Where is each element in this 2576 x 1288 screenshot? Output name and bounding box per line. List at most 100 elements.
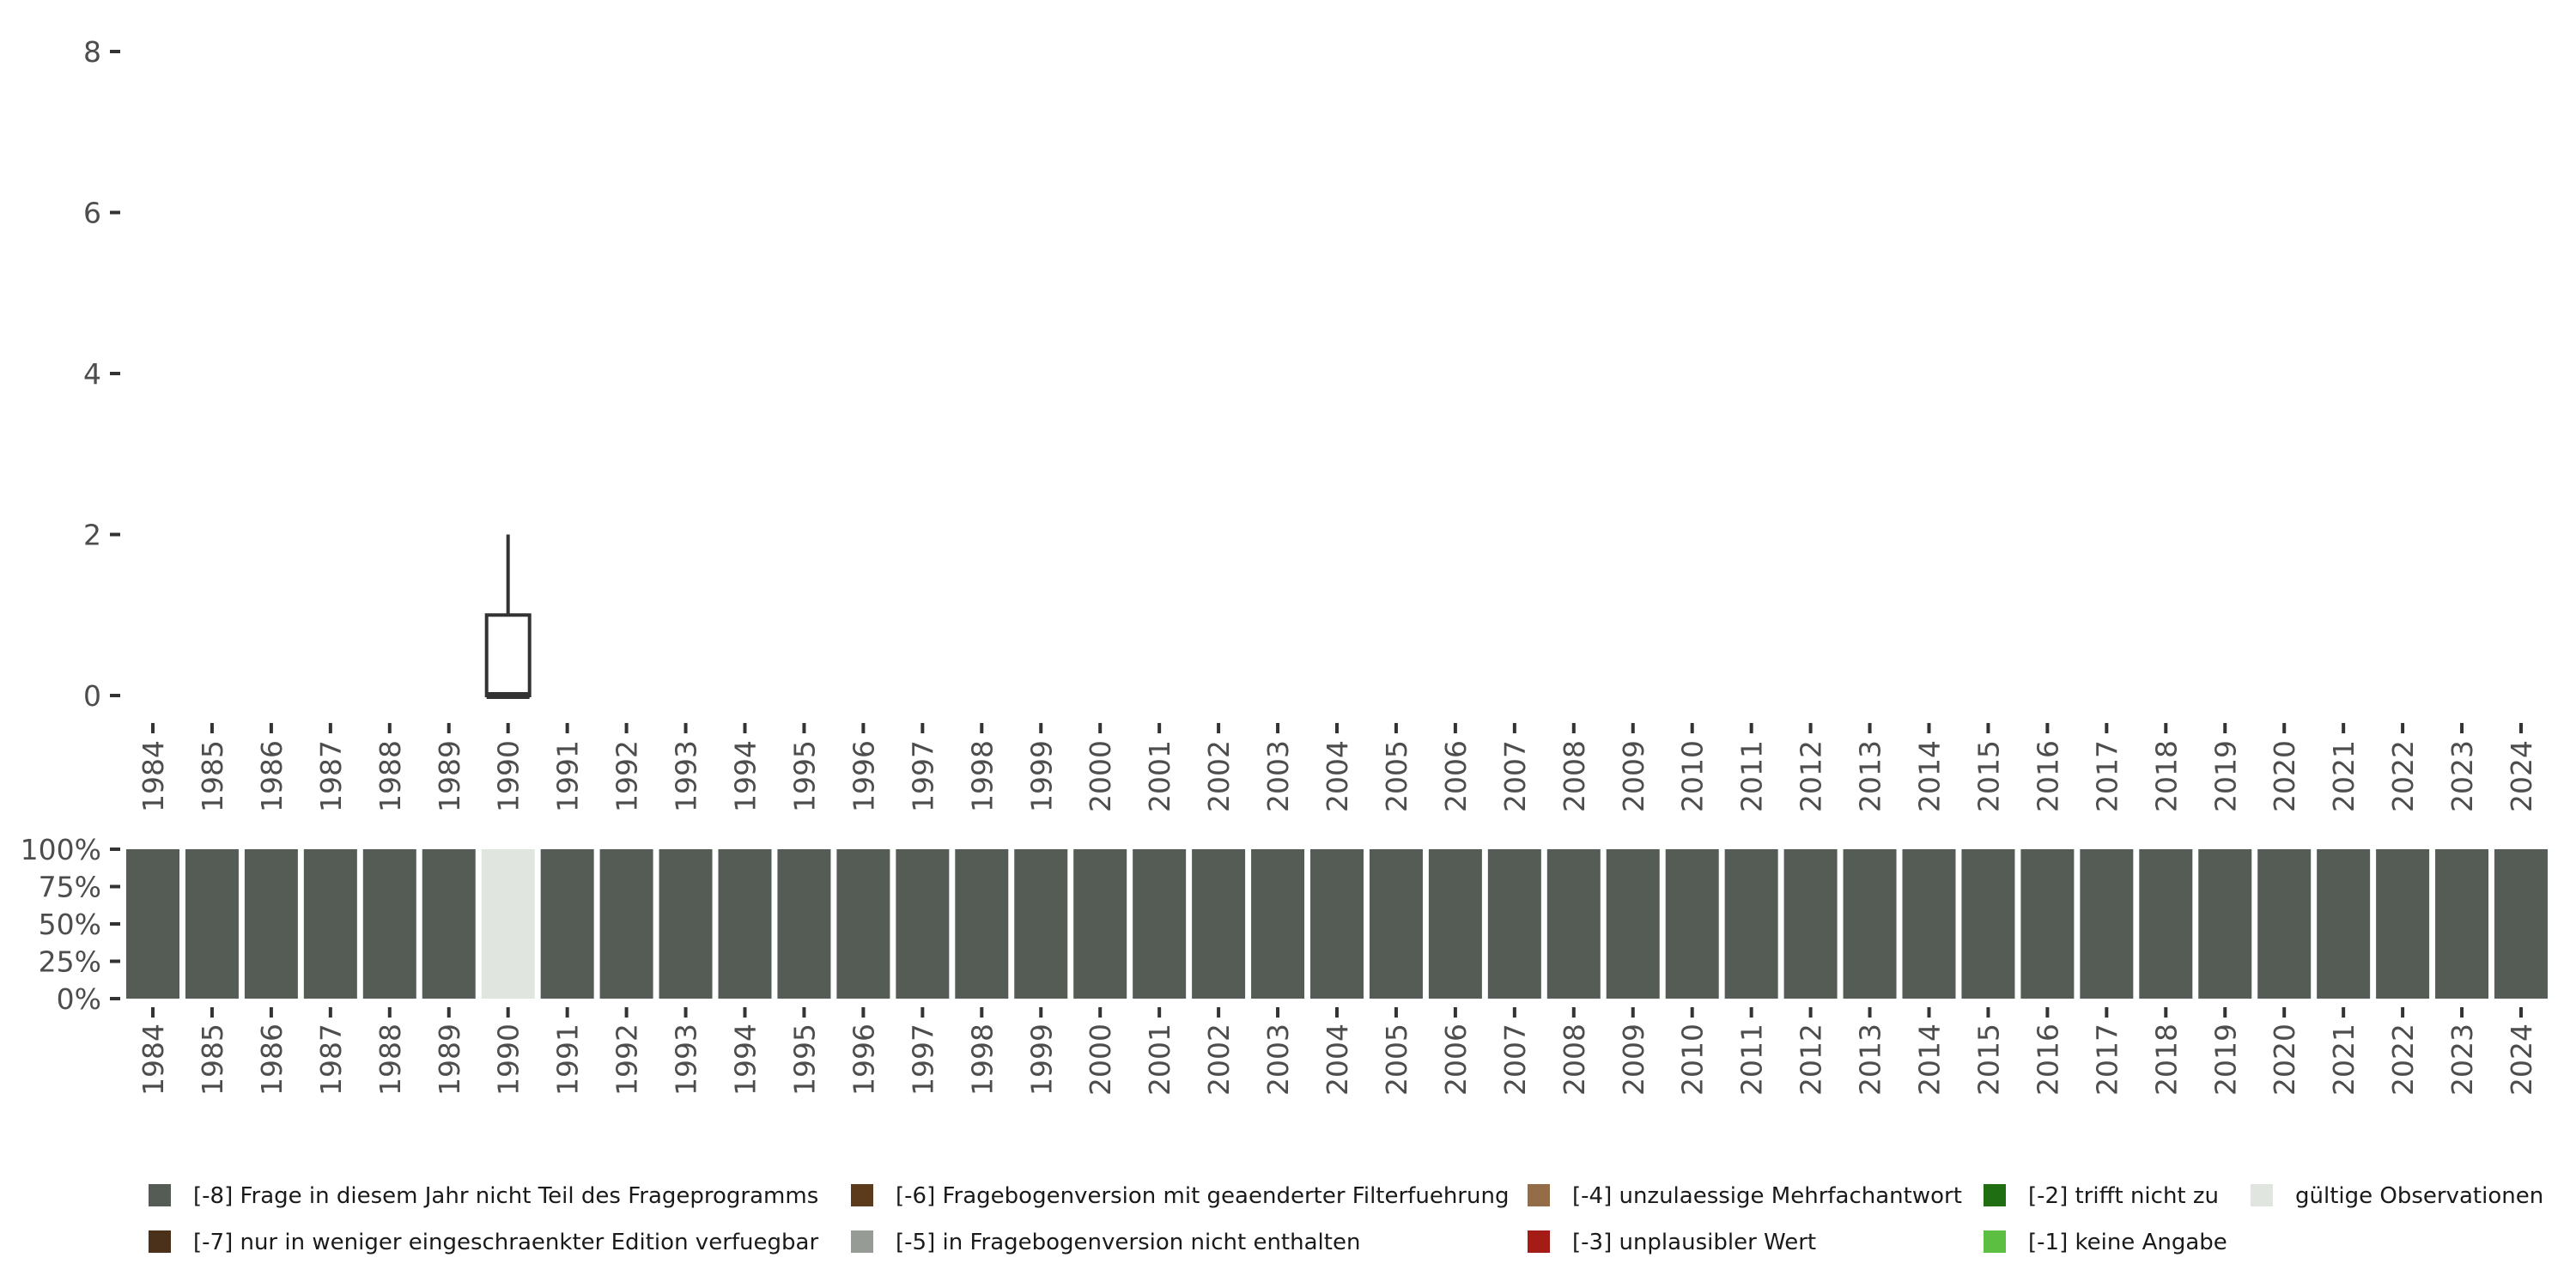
legend-item: [-8] Frage in diesem Jahr nicht Teil des…: [149, 1183, 818, 1209]
y-tick-label: 0%: [57, 982, 101, 1016]
x-tick-label: 2001: [1143, 1024, 1176, 1096]
bar-2019: [2198, 849, 2252, 999]
x-tick-label: 1995: [787, 1024, 821, 1096]
y-tick-label: 8: [83, 35, 101, 69]
bar-2023: [2435, 849, 2489, 999]
legend-label: [-8] Frage in diesem Jahr nicht Teil des…: [193, 1183, 818, 1209]
x-tick-label: 2004: [1321, 1024, 1354, 1096]
x-tick-label: 2007: [1498, 1024, 1532, 1096]
x-tick-label: 1987: [314, 740, 348, 812]
legend-item: gültige Observationen: [2251, 1183, 2543, 1209]
bar-2011: [1724, 849, 1778, 999]
y-tick-label: 6: [83, 197, 101, 230]
x-tick-label: 2018: [2149, 1024, 2183, 1096]
x-tick-label: 2002: [1202, 1024, 1236, 1096]
legend-label: [-6] Fragebogenversion mit geaenderter F…: [896, 1183, 1509, 1209]
x-tick-label: 2002: [1202, 740, 1236, 812]
boxplot-panel: 0 2 4 6 8 1984 1985 1986 1987 1988 1989 1990 1991 199…: [83, 35, 2538, 812]
x-tick-label: 2013: [1854, 1024, 1887, 1096]
x-tick-label: 2024: [2505, 740, 2538, 812]
x-tick-label: 2014: [1913, 740, 1947, 812]
legend-item: [-7] nur in weniger eingeschraenkter Edi…: [149, 1230, 818, 1255]
x-tick-label: 2020: [2268, 740, 2301, 812]
x-tick-label: 1997: [906, 740, 939, 812]
legend-swatch: [2251, 1184, 2273, 1206]
legend-item: [-5] in Fragebogenversion nicht enthalte…: [851, 1230, 1360, 1255]
x-tick-label: 2011: [1735, 1024, 1769, 1096]
x-tick-label: 2010: [1676, 740, 1710, 812]
bar-2006: [1428, 849, 1482, 999]
x-tick-label: 1989: [433, 1024, 466, 1096]
bar-2008: [1546, 849, 1601, 999]
y-tick-label: 50%: [39, 908, 101, 941]
x-tick-label: 1984: [137, 740, 170, 812]
bar-2001: [1133, 849, 1187, 999]
x-tick-label: 2004: [1321, 740, 1354, 812]
x-tick-label: 2014: [1913, 1024, 1947, 1096]
legend-swatch: [1984, 1184, 2006, 1206]
x-tick-label: 2009: [1617, 740, 1650, 812]
x-tick-label: 1990: [492, 740, 526, 812]
bar-2020: [2257, 849, 2312, 999]
bar-1994: [718, 849, 772, 999]
x-tick-label: 1996: [847, 1024, 880, 1096]
x-tick-label: 2009: [1617, 1024, 1650, 1096]
x-tick-label: 1991: [551, 1024, 585, 1096]
x-tick-label: 2013: [1854, 740, 1887, 812]
y-tick-label: 4: [83, 357, 101, 391]
bar-1991: [540, 849, 594, 999]
x-tick-label: 2007: [1498, 740, 1532, 812]
x-tick-label: 2011: [1735, 740, 1769, 812]
x-tick-label: 1988: [374, 1024, 407, 1096]
x-tick-label: 1994: [729, 1024, 762, 1096]
legend-swatch: [851, 1230, 873, 1253]
x-tick-label: 2015: [1971, 740, 2005, 812]
x-tick-label: 1991: [551, 740, 585, 812]
y-tick-label: 0: [83, 679, 101, 713]
bar-2015: [1961, 849, 2015, 999]
box-body: [484, 613, 532, 697]
x-tick-label: 1994: [729, 740, 762, 812]
x-tick-label: 1990: [492, 1024, 526, 1096]
bar-2003: [1251, 849, 1305, 999]
legend-label: [-4] unzulaessige Mehrfachantwort: [1572, 1183, 1962, 1209]
y-tick-label: 25%: [39, 945, 101, 979]
x-tick-label: 1985: [196, 1024, 229, 1096]
x-tick-label: 2015: [1971, 1024, 2005, 1096]
bar-2005: [1369, 849, 1423, 999]
legend-label: [-3] unplausibler Wert: [1572, 1230, 1816, 1255]
bar-1985: [185, 849, 239, 999]
bar-1990: [481, 849, 535, 999]
x-tick-label: 2020: [2268, 1024, 2301, 1096]
y-tick-label: 2: [83, 519, 101, 552]
bar-2007: [1487, 849, 1541, 999]
x-tick-label: 1987: [314, 1024, 348, 1096]
bar-1996: [836, 849, 890, 999]
bar-2022: [2376, 849, 2430, 999]
legend-label: [-2] trifft nicht zu: [2028, 1183, 2219, 1209]
x-tick-label: 2012: [1795, 740, 1828, 812]
legend-label: [-1] keine Angabe: [2028, 1230, 2227, 1255]
x-tick-label: 2012: [1795, 1024, 1828, 1096]
x-tick-label: 2016: [2031, 1024, 2064, 1096]
x-tick-label: 2000: [1084, 1024, 1117, 1096]
x-tick-label: 2017: [2090, 1024, 2123, 1096]
x-tick-label: 2023: [2445, 740, 2479, 812]
x-tick-label: 1995: [787, 740, 821, 812]
x-tick-label: 2019: [2208, 1024, 2242, 1096]
x-tick-label: 2003: [1261, 740, 1295, 812]
bar-2021: [2317, 849, 2371, 999]
x-tick-label: 1985: [196, 740, 229, 812]
legend-item: [-4] unzulaessige Mehrfachantwort: [1528, 1183, 1962, 1209]
bar-1989: [422, 849, 476, 999]
bar-1995: [777, 849, 831, 999]
x-tick-label: 1997: [906, 1024, 939, 1096]
legend-item: [-3] unplausibler Wert: [1528, 1230, 1816, 1255]
legend-swatch: [1984, 1230, 2006, 1253]
x-tick-label: 2010: [1676, 1024, 1710, 1096]
y-tick-label: 100%: [21, 833, 101, 866]
bar-2009: [1606, 849, 1660, 999]
bar-2013: [1843, 849, 1897, 999]
legend: [-8] Frage in diesem Jahr nicht Teil des…: [149, 1183, 2543, 1255]
